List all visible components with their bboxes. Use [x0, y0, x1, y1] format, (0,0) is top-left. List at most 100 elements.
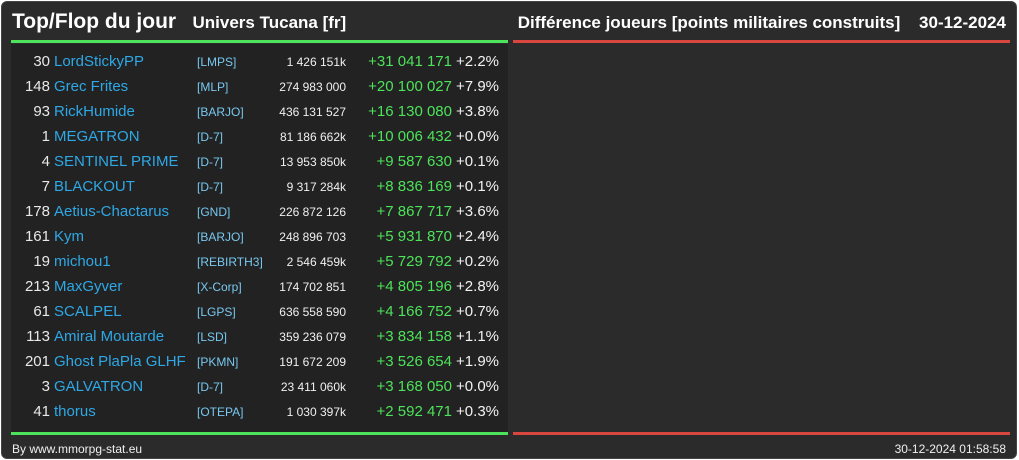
percent-change: +2.4%	[456, 228, 499, 245]
alliance-tag: [OTEPA]	[197, 405, 244, 419]
points-difference: +3 526 654	[376, 353, 453, 370]
player-name-link[interactable]: GALVATRON	[54, 378, 144, 395]
percent-change: +1.1%	[456, 328, 499, 345]
player-name-link[interactable]: michou1	[54, 253, 111, 270]
flop-players-panel	[513, 44, 1010, 432]
alliance-tag: [BARJO]	[197, 105, 244, 119]
player-rank: 201	[24, 353, 50, 370]
player-points: 359 236 079	[279, 330, 346, 344]
header-date: 30-12-2024	[919, 13, 1006, 32]
flop-accent-line	[513, 40, 1010, 43]
percent-change: +0.7%	[456, 303, 499, 320]
player-name-link[interactable]: BLACKOUT	[54, 178, 135, 195]
top-bottom-line	[11, 432, 508, 435]
top-accent-line	[11, 40, 508, 43]
percent-change: +0.1%	[456, 153, 499, 170]
alliance-tag: [D-7]	[197, 180, 224, 194]
percent-change: +2.2%	[456, 53, 499, 70]
alliance-tag: [GND]	[197, 205, 231, 219]
player-name-link[interactable]: Grec Frites	[54, 78, 129, 95]
alliance-tag: [X-Corp]	[197, 280, 242, 294]
player-name-link[interactable]: Amiral Moutarde	[54, 328, 165, 345]
player-row: 19 michou1 [REBIRTH3] 2 546 459k +5 729 792 +…	[11, 249, 508, 274]
points-difference: +7 867 717	[376, 203, 453, 220]
player-row: 7 BLACKOUT [D-7] 9 317 284k +8 836 169 +0.1%	[11, 174, 508, 199]
player-points: 436 131 527	[279, 105, 346, 119]
player-name-link[interactable]: Aetius-Chactarus	[54, 203, 170, 220]
player-name-link[interactable]: SCALPEL	[54, 303, 122, 320]
points-difference: +4 166 752	[376, 303, 453, 320]
player-name-link[interactable]: Ghost PlaPla GLHF	[54, 353, 186, 370]
player-rank: 3	[41, 378, 50, 395]
player-points: 248 896 703	[279, 230, 346, 244]
alliance-tag: [LMPS]	[197, 55, 237, 69]
points-difference: +3 834 158	[376, 328, 453, 345]
footer-timestamp: 30-12-2024 01:58:58	[894, 442, 1006, 456]
player-points: 636 558 590	[279, 305, 346, 319]
percent-change: +3.6%	[456, 203, 499, 220]
percent-change: +0.1%	[456, 178, 499, 195]
player-points: 9 317 284k	[286, 180, 346, 194]
player-rank: 213	[24, 278, 50, 295]
alliance-tag: [REBIRTH3]	[197, 255, 263, 269]
player-points: 13 953 850k	[279, 155, 346, 169]
player-rank: 161	[24, 228, 50, 245]
universe-name: Univers Tucana [fr]	[192, 13, 347, 32]
player-name-link[interactable]: MaxGyver	[54, 278, 123, 295]
player-row: 213 MaxGyver [X-Corp] 174 702 851 +4 805 196…	[11, 274, 508, 299]
player-row: 161 Kym [BARJO] 248 896 703 +5 931 870 +2.4%	[11, 224, 508, 249]
player-row: 4 SENTINEL PRIME [D-7] 13 953 850k +9 587 63…	[11, 149, 508, 174]
alliance-tag: [D-7]	[197, 155, 224, 169]
player-name-link[interactable]: SENTINEL PRIME	[54, 153, 179, 170]
player-row: 148 Grec Frites [MLP] 274 983 000 +20 100 02…	[11, 74, 508, 99]
player-points: 1 030 397k	[286, 405, 346, 419]
top-players-panel: 30 LordStickyPP [LMPS] 1 426 151k +31 041 17…	[11, 44, 508, 432]
player-row: 41 thorus [OTEPA] 1 030 397k +2 592 471 +0.3%	[11, 399, 508, 424]
player-points: 191 672 209	[279, 355, 346, 369]
page-title: Top/Flop du jour	[12, 10, 177, 33]
points-difference: +9 587 630	[376, 153, 453, 170]
player-row: 178 Aetius-Chactarus [GND] 226 872 126 +7 86…	[11, 199, 508, 224]
player-row: 1 MEGATRON [D-7] 81 186 662k +10 006 432 +0.0…	[11, 124, 508, 149]
player-rank: 178	[24, 203, 50, 220]
player-name-link[interactable]: LordStickyPP	[54, 53, 145, 70]
player-row: 113 Amiral Moutarde [LSD] 359 236 079 +3 834…	[11, 324, 508, 349]
player-row: 30 LordStickyPP [LMPS] 1 426 151k +31 041 17…	[11, 49, 508, 74]
percent-change: +0.2%	[456, 253, 499, 270]
player-name-link[interactable]: RickHumide	[54, 103, 135, 120]
percent-change: +0.3%	[456, 403, 499, 420]
player-row: 201 Ghost PlaPla GLHF [PKMN] 191 672 209 +3 …	[11, 349, 508, 374]
percent-change: +1.9%	[456, 353, 499, 370]
player-rank: 61	[33, 303, 50, 320]
player-name-link[interactable]: Kym	[54, 228, 84, 245]
player-rank: 113	[26, 328, 50, 345]
player-row: 93 RickHumide [BARJO] 436 131 527 +16 130 08…	[11, 99, 508, 124]
points-difference: +16 130 080	[368, 103, 452, 120]
player-name-link[interactable]: thorus	[54, 403, 96, 420]
player-points: 226 872 126	[279, 205, 346, 219]
alliance-tag: [D-7]	[197, 380, 224, 394]
alliance-tag: [PKMN]	[197, 355, 239, 369]
player-rank: 30	[33, 53, 50, 70]
alliance-tag: [MLP]	[197, 80, 229, 94]
alliance-tag: [BARJO]	[197, 230, 244, 244]
alliance-tag: [LGPS]	[197, 305, 236, 319]
points-difference: +10 006 432	[368, 128, 452, 145]
player-rank: 1	[41, 128, 50, 145]
points-difference: +5 931 870	[376, 228, 453, 245]
alliance-tag: [LSD]	[197, 330, 228, 344]
player-name-link[interactable]: MEGATRON	[54, 128, 140, 145]
player-rank: 4	[41, 153, 50, 170]
header-left: Top/Flop du jour Univers Tucana [fr]	[12, 10, 346, 34]
points-difference: +5 729 792	[376, 253, 453, 270]
points-difference: +20 100 027	[368, 78, 452, 95]
flop-bottom-line	[513, 432, 1010, 435]
player-points: 1 426 151k	[286, 55, 346, 69]
points-difference: +31 041 171	[368, 53, 452, 70]
player-points: 81 186 662k	[279, 130, 346, 144]
player-row: 61 SCALPEL [LGPS] 636 558 590 +4 166 752 +0.7…	[11, 299, 508, 324]
player-points: 23 411 060k	[280, 380, 346, 394]
player-rank: 93	[33, 103, 50, 120]
player-rank: 19	[33, 253, 50, 270]
